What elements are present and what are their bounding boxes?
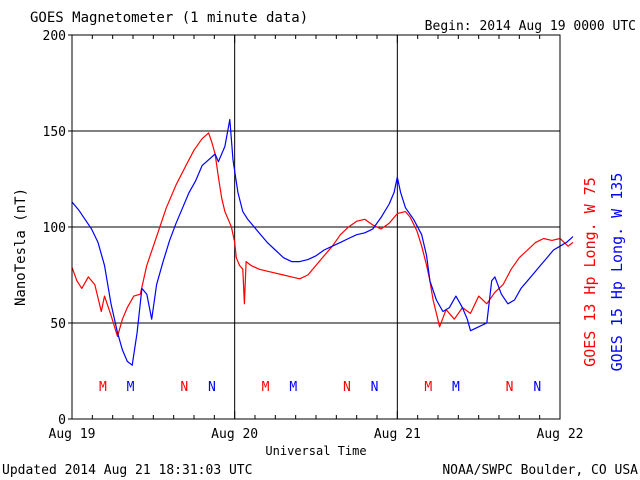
marker-m: M: [289, 380, 297, 395]
marker-n: N: [506, 380, 514, 395]
y-tick-label: 50: [50, 317, 66, 332]
marker-m: M: [424, 380, 432, 395]
x-tick-label: Aug 21: [374, 427, 421, 442]
marker-n: N: [208, 380, 216, 395]
marker-m: M: [127, 380, 135, 395]
y-tick-label: 200: [43, 29, 66, 44]
legend: GOES 15 Hp Long. W 135 GOES 13 Hp Long. W…: [581, 173, 626, 372]
y-tick-label: 150: [43, 125, 66, 140]
x-tick-label: Aug 19: [49, 427, 96, 442]
series-line-goes-15-hp: [71, 118, 574, 366]
y-tick-label: 100: [43, 221, 66, 236]
chart-title: GOES Magnetometer (1 minute data): [30, 10, 308, 26]
begin-time: Begin: 2014 Aug 19 0000 UTC: [425, 19, 636, 34]
marker-n: N: [533, 380, 541, 395]
series-lines: [71, 118, 574, 366]
marker-n: N: [371, 380, 379, 395]
marker-m: M: [262, 380, 270, 395]
x-tick-labels: Aug 19 Aug 20 Aug 21 Aug 22: [49, 427, 584, 442]
series-line-goes-13-hp: [71, 132, 574, 337]
updated-time: Updated 2014 Aug 21 18:31:03 UTC: [2, 463, 252, 478]
marker-n: N: [180, 380, 188, 395]
agency-credit: NOAA/SWPC Boulder, CO USA: [442, 463, 638, 478]
y-axis-label: NanoTesla (nT): [13, 188, 29, 306]
x-tick-label: Aug 22: [537, 427, 584, 442]
y-tick-label: 0: [58, 413, 66, 428]
y-tick-labels: 0 50 100 150 200: [43, 29, 66, 428]
x-tick-label: Aug 20: [211, 427, 258, 442]
marker-m: M: [99, 380, 107, 395]
marker-m: M: [452, 380, 460, 395]
marker-n: N: [343, 380, 351, 395]
legend-entry: GOES 13 Hp Long. W 75: [581, 177, 599, 367]
legend-entry: GOES 15 Hp Long. W 135: [608, 173, 626, 372]
plot-frame: [71, 34, 561, 420]
chart-grid: [68, 34, 560, 420]
x-axis-label: Universal Time: [265, 444, 366, 458]
